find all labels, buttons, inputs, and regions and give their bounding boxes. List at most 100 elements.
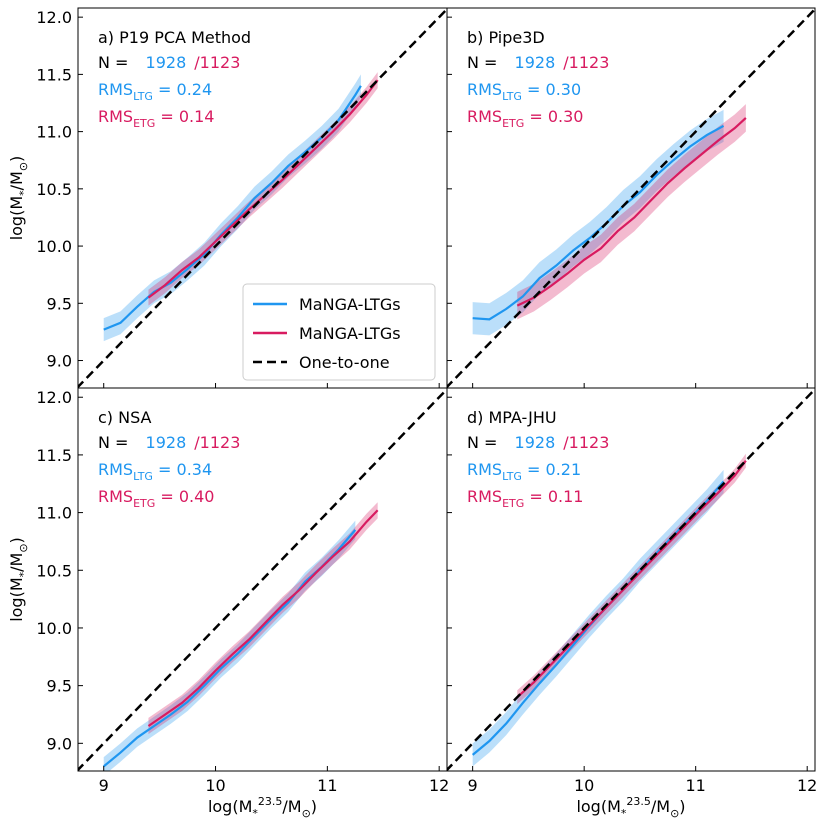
scatter-band — [103, 520, 356, 771]
rms-subscript: ETG — [502, 117, 524, 130]
axis-label-part: ⊙ — [17, 543, 30, 552]
rms-text: RMSETG = 0.11 — [467, 487, 583, 510]
y-tick-label: 9.5 — [47, 294, 72, 313]
rms-value: = 0.24 — [153, 80, 212, 99]
panel-title: a) P19 PCA Method — [98, 28, 251, 47]
axis-label-part: log(M — [7, 577, 26, 621]
count-label: N = — [98, 53, 134, 72]
legend-box — [242, 283, 436, 381]
median-line — [147, 509, 379, 727]
axis-label-part: /M — [282, 797, 301, 816]
count-ltg: 1928 — [515, 53, 556, 72]
scatter-band — [148, 502, 378, 735]
axis-label-part: /M — [651, 797, 670, 816]
axis-label-part: ) — [311, 797, 317, 816]
scatter-band — [472, 109, 724, 336]
count-text: N = 1928/1123 — [467, 433, 609, 452]
rms-label: RMS — [467, 487, 502, 506]
rms-label: RMS — [467, 107, 502, 126]
rms-value: = 0.30 — [522, 80, 581, 99]
count-ltg: 1928 — [146, 53, 187, 72]
rms-text: RMSLTG = 0.34 — [98, 460, 212, 483]
axis-label-part: ⊙ — [670, 807, 679, 820]
x-tick-label: 9 — [99, 776, 109, 795]
axis-label-part: ⊙ — [17, 162, 30, 171]
axis-label-part: ) — [7, 156, 26, 162]
plot-area — [447, 8, 815, 388]
y-tick-label: 12.0 — [36, 8, 72, 27]
one-to-one-line — [78, 388, 447, 771]
plot-area — [447, 388, 815, 771]
x-tick-label: 12 — [797, 776, 817, 795]
y-tick-label: 12.0 — [36, 388, 72, 407]
axis-label-part: log(M — [7, 196, 26, 240]
count-ltg: 1928 — [146, 433, 187, 452]
plot-area — [78, 8, 447, 388]
count-text: N = 1928/1123 — [467, 53, 609, 72]
rms-label: RMS — [98, 80, 133, 99]
rms-text: RMSETG = 0.14 — [98, 107, 214, 130]
axis-label-part: * — [17, 190, 30, 196]
rms-subscript: ETG — [133, 497, 155, 510]
count-label: N = — [467, 53, 503, 72]
one-to-one-line — [447, 388, 815, 771]
legend-label: MaNGA-LTGs — [299, 324, 401, 343]
one-to-one-line — [78, 8, 447, 388]
axis-label-part: 23.5 — [626, 795, 651, 808]
rms-text: RMSETG = 0.40 — [98, 487, 214, 510]
legend-label: One-to-one — [299, 353, 390, 372]
rms-label: RMS — [467, 80, 502, 99]
axis-label-part: /M — [7, 171, 26, 190]
axis-label-part: * — [17, 571, 30, 577]
axis-label: log(M*/M⊙) — [7, 537, 30, 622]
count-text: N = 1928/1123 — [98, 53, 240, 72]
y-tick-label: 9.0 — [47, 352, 72, 371]
count-etg: /1123 — [194, 53, 240, 72]
y-tick-label: 11.0 — [36, 504, 72, 523]
count-etg: /1123 — [563, 433, 609, 452]
rms-value: = 0.40 — [155, 487, 214, 506]
panel-frame — [446, 387, 816, 772]
rms-subscript: ETG — [502, 497, 524, 510]
panel-title: b) Pipe3D — [467, 28, 545, 47]
axis-label: log(M*23.5/M⊙) — [208, 795, 317, 820]
x-tick-label: 11 — [317, 776, 337, 795]
count-etg: /1123 — [194, 433, 240, 452]
y-tick-label: 10.0 — [36, 237, 72, 256]
x-tick-label: 9 — [468, 776, 478, 795]
rms-value: = 0.34 — [153, 460, 212, 479]
axis-label-part: /M — [7, 553, 26, 572]
count-text: N = 1928/1123 — [98, 433, 240, 452]
panel-title: c) NSA — [98, 408, 152, 427]
scatter-band — [517, 104, 746, 320]
axis-label-part: * — [621, 807, 627, 820]
median-line — [516, 117, 747, 307]
y-tick-label: 11.0 — [36, 123, 72, 142]
median-line — [516, 460, 747, 698]
scatter-band — [472, 469, 724, 767]
one-to-one-line — [447, 8, 815, 388]
rms-subscript: LTG — [502, 90, 522, 103]
rms-value: = 0.21 — [522, 460, 581, 479]
rms-value: = 0.14 — [155, 107, 214, 126]
rms-label: RMS — [467, 460, 502, 479]
y-tick-label: 10.5 — [36, 561, 72, 580]
y-tick-label: 11.5 — [36, 65, 72, 84]
axis-label-part: log(M — [208, 797, 252, 816]
rms-text: RMSLTG = 0.21 — [467, 460, 581, 483]
y-tick-label: 10.0 — [36, 619, 72, 638]
count-etg: /1123 — [563, 53, 609, 72]
x-tick-label: 12 — [429, 776, 449, 795]
rms-subscript: LTG — [133, 90, 153, 103]
rms-subscript: LTG — [502, 470, 522, 483]
axis-label: log(M*23.5/M⊙) — [576, 795, 685, 820]
scatter-band — [148, 72, 378, 306]
rms-value: = 0.30 — [524, 107, 583, 126]
x-tick-label: 10 — [205, 776, 225, 795]
axis-label-part: ) — [679, 797, 685, 816]
axis-label-part: log(M — [576, 797, 620, 816]
rms-text: RMSLTG = 0.24 — [98, 80, 212, 103]
axis-label: log(M*/M⊙) — [7, 156, 30, 241]
rms-subscript: ETG — [133, 117, 155, 130]
